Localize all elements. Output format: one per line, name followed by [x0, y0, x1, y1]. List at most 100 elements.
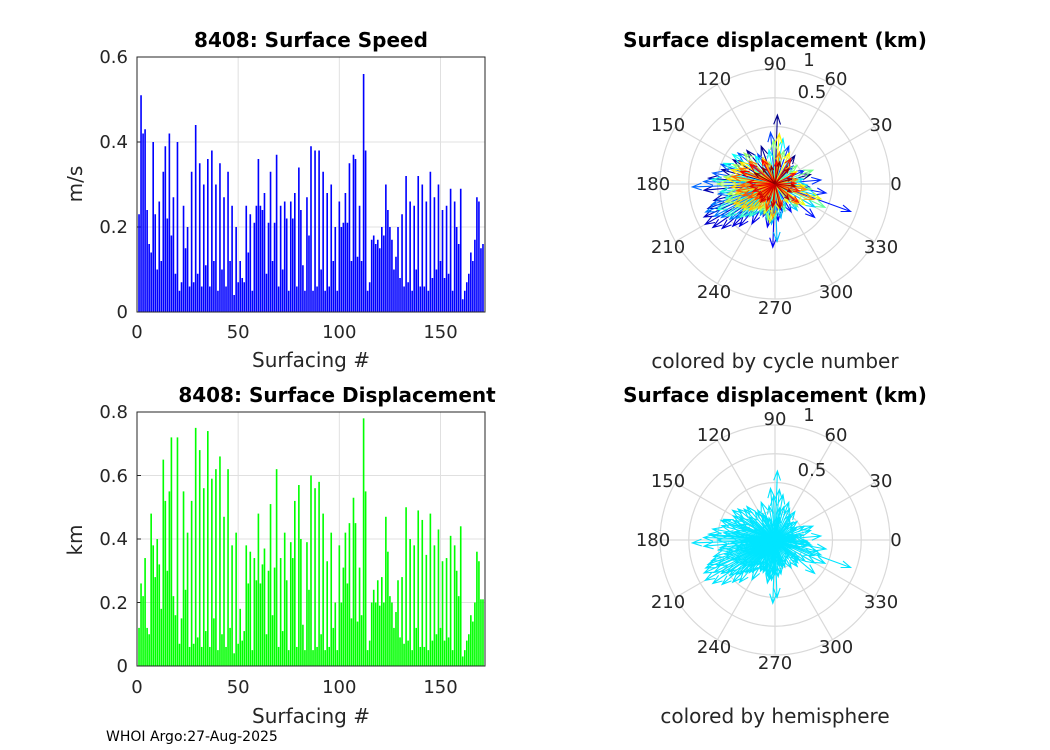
speed-bar [176, 142, 179, 312]
speed-bar [407, 282, 409, 312]
compass-hemisphere-arrow [774, 539, 782, 567]
displacement-bar [443, 640, 446, 666]
speed-bar [346, 222, 349, 312]
compass-hemisphere-angle-120: 120 [697, 425, 731, 446]
displacement-bar [342, 567, 345, 666]
compass-cycle-arrow [774, 172, 797, 185]
displacement-bar [364, 491, 367, 667]
displacement-bar [223, 516, 225, 666]
displacement-bar [419, 646, 422, 666]
speed-bar [279, 205, 282, 312]
displacement-bar [332, 627, 335, 666]
speed-bar [344, 193, 347, 312]
speed-bar [247, 252, 250, 312]
speed-bar [439, 261, 442, 312]
displacement-bar [204, 631, 207, 666]
displacement-bar [358, 567, 361, 666]
compass-hemisphere-arrow [756, 539, 776, 552]
speed-bar [342, 222, 345, 312]
speed-bar [405, 176, 407, 312]
speed-bar [178, 290, 181, 312]
speed-bar [227, 171, 229, 312]
speed-bar [476, 197, 478, 312]
speed-bar [231, 205, 233, 312]
speed-bar [447, 273, 450, 312]
displacement-bar [397, 580, 399, 666]
compass-cycle-angle-180: 180 [636, 174, 670, 195]
speed-bar [328, 286, 331, 312]
displacement-bar [273, 567, 276, 666]
compass-cycle-arrow [753, 172, 776, 185]
speed-axes-box [136, 56, 486, 313]
displacement-bar [202, 488, 205, 666]
speed-bar [207, 159, 209, 312]
speed-bar [267, 222, 270, 312]
compass-cycle-arrow [774, 183, 800, 204]
speed-bar [194, 125, 197, 312]
displacement-bar [261, 564, 264, 666]
displacement-bar [374, 602, 377, 666]
speed-bar [314, 150, 316, 312]
displacement-bar [403, 643, 405, 666]
speed-bar [271, 261, 274, 312]
speed-bar [387, 210, 389, 312]
displacement-bar [231, 545, 233, 666]
displacement-bar [320, 634, 322, 666]
speed-bar [166, 218, 169, 312]
speed-bar [188, 286, 191, 312]
speed-bar [245, 205, 248, 312]
speed-bar [395, 256, 397, 312]
speed-bar [229, 261, 231, 312]
compass-cycle-arrow [756, 183, 776, 196]
compass-hemisphere-arrow [774, 539, 801, 548]
speed-bar [190, 171, 193, 312]
speed-bar [172, 197, 175, 312]
speed-bar [211, 150, 213, 312]
displacement-bar [439, 627, 442, 666]
speed-bar [275, 154, 278, 312]
speed-bar [453, 201, 456, 312]
speed-bar [411, 290, 413, 312]
displacement-bar [461, 656, 464, 666]
speed-bar [472, 261, 474, 312]
compass-hemisphere-arrow [769, 494, 778, 541]
speed-bar [162, 171, 165, 312]
displacement-bar [178, 643, 181, 666]
displacement-bar [328, 646, 331, 666]
speed-bar [332, 261, 335, 312]
displacement-bar [478, 561, 480, 666]
speed-bar [154, 214, 157, 312]
compass-cycle-angle-60: 60 [825, 69, 848, 90]
speed-bar [463, 290, 466, 312]
speed-bar [470, 252, 472, 312]
speed-bar [225, 286, 227, 312]
displacement-bar [451, 650, 454, 667]
speed-bar [348, 163, 351, 312]
displacement-bar [449, 535, 452, 666]
speed-bar [368, 282, 371, 312]
speed-bar [298, 167, 300, 312]
compass-cycle-arrow [774, 177, 793, 185]
speed-x-axis-label: Surfacing # [252, 348, 370, 372]
displacement-bar [265, 634, 268, 666]
speed-bar [381, 227, 383, 312]
compass-cycle-arrow [774, 167, 790, 185]
displacement-bar [249, 551, 252, 666]
displacement-bar [233, 653, 235, 666]
displacement-bar [470, 615, 472, 666]
displacement-bar [213, 618, 215, 667]
displacement-bar [395, 612, 397, 666]
speed-bar [474, 239, 476, 312]
compass-hemisphere-arrows [690, 469, 853, 605]
compass-hemisphere-angle-0: 0 [890, 530, 901, 551]
compass-cycle-arrow [774, 183, 798, 188]
displacement-bar [164, 500, 167, 666]
displacement-bar [385, 516, 387, 666]
speed-bar [255, 205, 258, 312]
speed-bar [459, 188, 462, 312]
speed-bar [322, 171, 324, 312]
compass-hemisphere-chart: Surface displacement (km) colored by hem… [623, 383, 927, 728]
displacement-bar [310, 475, 312, 666]
speed-bar [378, 248, 381, 312]
compass-cycle-chart: Surface displacement (km) colored by cyc… [623, 28, 927, 373]
